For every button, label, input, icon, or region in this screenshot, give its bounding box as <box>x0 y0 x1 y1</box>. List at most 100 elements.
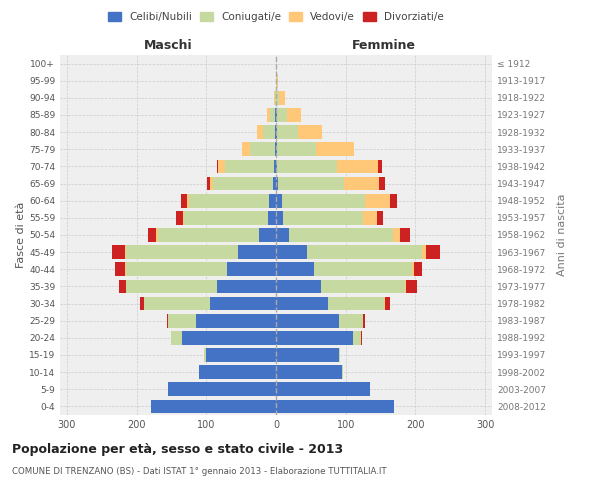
Bar <box>276 194 281 207</box>
Bar <box>143 296 210 310</box>
Bar <box>339 314 363 328</box>
Bar <box>196 314 276 328</box>
Bar <box>276 314 339 328</box>
Bar <box>276 382 370 396</box>
Bar <box>393 228 400 242</box>
Bar <box>289 228 393 242</box>
Bar <box>199 366 276 379</box>
Bar <box>361 331 362 344</box>
Bar <box>268 211 276 224</box>
Legend: Celibi/Nubili, Coniugati/e, Vedovi/e, Divorziati/e: Celibi/Nubili, Coniugati/e, Vedovi/e, Di… <box>104 8 448 26</box>
Bar <box>344 176 379 190</box>
Bar <box>276 160 277 173</box>
Bar <box>422 246 426 259</box>
Bar <box>353 331 361 344</box>
Bar <box>337 160 379 173</box>
Bar <box>277 108 287 122</box>
Bar <box>213 176 272 190</box>
Bar <box>276 400 394 413</box>
Text: Maschi: Maschi <box>143 38 193 52</box>
Bar <box>277 74 278 88</box>
Bar <box>276 366 342 379</box>
Text: COMUNE DI TRENZANO (BS) - Dati ISTAT 1° gennaio 2013 - Elaborazione TUTTITALIA.I: COMUNE DI TRENZANO (BS) - Dati ISTAT 1° … <box>12 468 386 476</box>
Bar <box>182 211 184 224</box>
Bar <box>140 296 143 310</box>
Bar <box>283 211 363 224</box>
Bar <box>184 211 268 224</box>
Bar <box>276 280 321 293</box>
Bar <box>276 142 277 156</box>
Bar <box>406 280 417 293</box>
Bar <box>217 160 218 173</box>
Bar <box>227 262 276 276</box>
Y-axis label: Fasce di età: Fasce di età <box>16 202 26 268</box>
Bar <box>277 126 298 139</box>
Bar <box>257 126 263 139</box>
Bar <box>276 176 278 190</box>
Bar <box>274 160 276 173</box>
Bar <box>280 91 285 104</box>
Bar <box>217 280 276 293</box>
Bar <box>342 366 343 379</box>
Bar <box>363 211 377 224</box>
Bar <box>189 194 269 207</box>
Bar <box>400 228 410 242</box>
Bar <box>126 246 238 259</box>
Bar <box>277 142 316 156</box>
Bar <box>238 246 276 259</box>
Bar <box>275 126 276 139</box>
Bar <box>384 296 385 310</box>
Bar <box>207 176 210 190</box>
Bar <box>278 176 344 190</box>
Bar <box>242 142 250 156</box>
Bar <box>298 126 322 139</box>
Bar <box>148 228 156 242</box>
Bar <box>204 348 206 362</box>
Bar <box>218 160 225 173</box>
Bar <box>389 194 397 207</box>
Bar <box>377 211 383 224</box>
Bar <box>414 262 422 276</box>
Bar <box>276 246 307 259</box>
Bar <box>171 331 172 344</box>
Bar <box>263 126 275 139</box>
Bar <box>276 126 277 139</box>
Bar <box>176 211 182 224</box>
Bar <box>210 176 213 190</box>
Bar <box>259 228 276 242</box>
Bar <box>412 262 414 276</box>
Bar <box>379 176 385 190</box>
Bar <box>281 194 365 207</box>
Bar <box>365 194 389 207</box>
Bar <box>339 348 340 362</box>
Bar <box>269 194 276 207</box>
Bar <box>276 211 283 224</box>
Bar <box>250 142 275 156</box>
Bar <box>225 160 274 173</box>
Bar <box>314 262 412 276</box>
Bar <box>187 194 189 207</box>
Bar <box>275 108 276 122</box>
Bar <box>181 194 187 207</box>
Bar <box>379 160 382 173</box>
Bar <box>307 246 422 259</box>
Bar <box>316 142 354 156</box>
Bar <box>125 262 126 276</box>
Bar <box>267 108 270 122</box>
Bar <box>210 296 276 310</box>
Bar <box>276 91 280 104</box>
Bar <box>168 314 196 328</box>
Bar <box>426 246 440 259</box>
Bar <box>276 74 277 88</box>
Bar <box>363 314 365 328</box>
Bar <box>272 176 276 190</box>
Bar <box>275 142 276 156</box>
Bar <box>328 296 384 310</box>
Bar <box>276 331 353 344</box>
Bar <box>276 108 277 122</box>
Bar <box>115 262 125 276</box>
Bar <box>385 296 390 310</box>
Text: Popolazione per età, sesso e stato civile - 2013: Popolazione per età, sesso e stato civil… <box>12 442 343 456</box>
Bar <box>172 331 182 344</box>
Bar <box>277 160 337 173</box>
